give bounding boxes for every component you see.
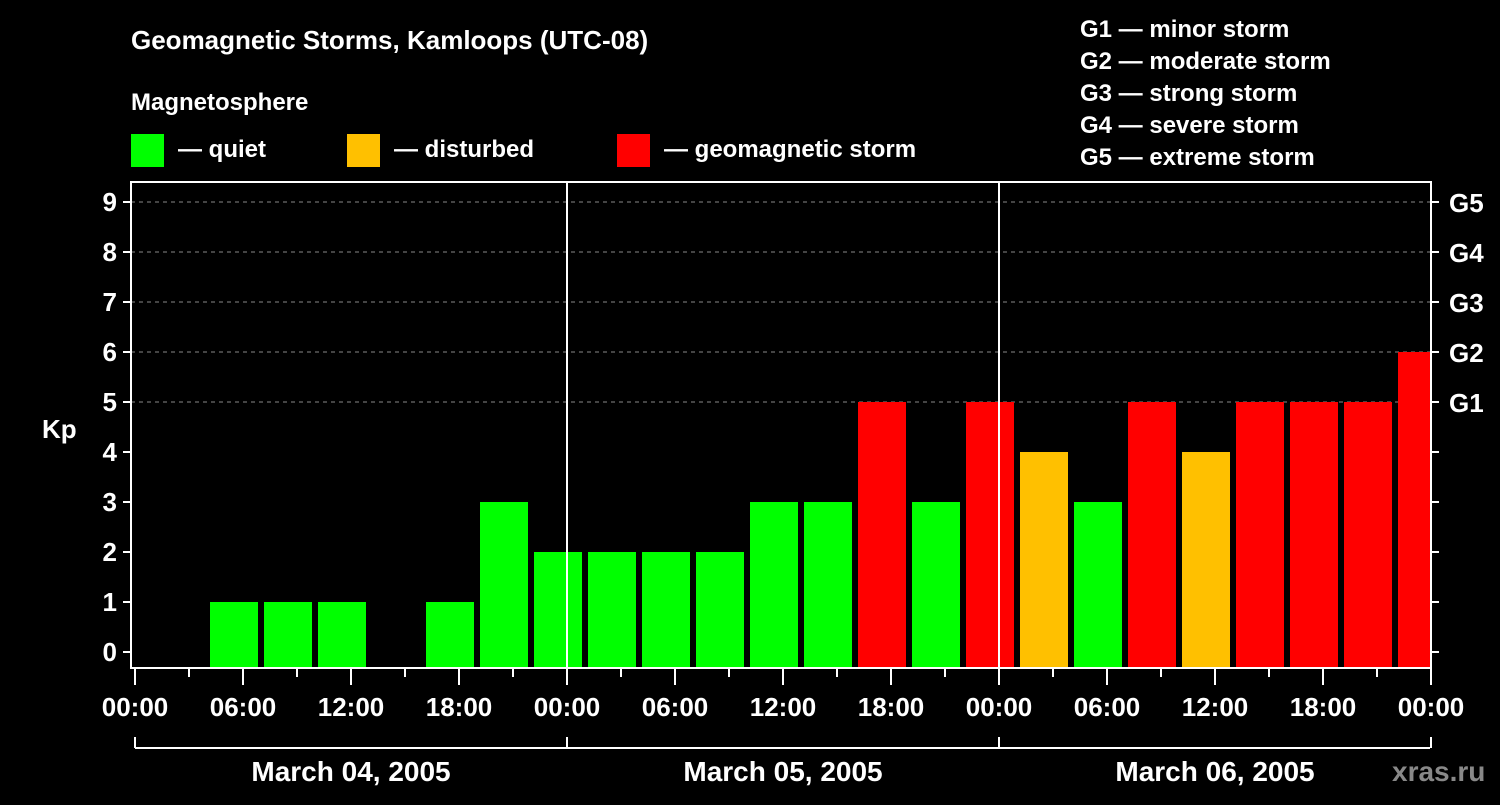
legend-label: — geomagnetic storm [664,136,916,163]
kp-bar [1344,402,1392,668]
kp-bar [1398,352,1431,668]
x-tick-label: 00:00 [102,692,169,722]
kp-bar [1290,402,1338,668]
x-tick-label: 00:00 [534,692,601,722]
kp-bar [1182,452,1230,668]
kp-bar [1074,502,1122,668]
g-scale-label: G1 [1449,388,1484,418]
y-tick-label: 9 [103,187,117,217]
kp-bar [534,552,582,668]
x-tick-label: 00:00 [1398,692,1465,722]
scale-legend-item: G1 — minor storm [1080,16,1289,43]
legend: — quiet — disturbed — geomagnetic storm [131,134,916,167]
kp-bar [642,552,690,668]
storm-scale-legend: G1 — minor storm G2 — moderate storm G3 — … [1080,16,1331,171]
x-tick-label: 06:00 [210,692,277,722]
g-scale-label: G4 [1449,238,1484,268]
scale-legend-item: G4 — severe storm [1080,112,1299,139]
y-tick-label: 0 [103,637,117,667]
y-tick-label: 2 [103,537,117,567]
x-tick-label: 18:00 [426,692,493,722]
kp-bar [912,502,960,668]
legend-title: Magnetosphere [131,89,308,116]
y-tick-label: 5 [103,387,117,417]
legend-swatch [617,134,650,167]
x-tick-label: 06:00 [642,692,709,722]
y-tick-label: 7 [103,287,117,317]
kp-bar [858,402,906,668]
g-scale-label: G2 [1449,338,1484,368]
kp-bar [750,502,798,668]
y-tick-label: 6 [103,337,117,367]
kp-bar [804,502,852,668]
scale-legend-item: G3 — strong storm [1080,80,1297,107]
kp-bar [318,602,366,668]
kp-bar [426,602,474,668]
scale-legend-item: G5 — extreme storm [1080,144,1315,171]
x-tick-label: 12:00 [750,692,817,722]
kp-bar [1020,452,1068,668]
legend-swatch [347,134,380,167]
x-tick-label: 12:00 [318,692,385,722]
y-axis-label: Kp [42,414,77,444]
kp-bar [1128,402,1176,668]
kp-bar [1236,402,1284,668]
x-tick-label: 18:00 [1290,692,1357,722]
legend-swatch [131,134,164,167]
y-tick-label: 3 [103,487,117,517]
day-label: March 05, 2005 [683,756,882,787]
day-label: March 04, 2005 [251,756,450,787]
legend-label: — quiet [178,136,266,163]
kp-bar [696,552,744,668]
kp-bar [264,602,312,668]
y-tick-label: 4 [103,437,118,467]
chart-title: Geomagnetic Storms, Kamloops (UTC-08) [131,25,648,55]
y-tick-label: 8 [103,237,117,267]
g-scale-label: G5 [1449,188,1484,218]
x-tick-label: 00:00 [966,692,1033,722]
scale-legend-item: G2 — moderate storm [1080,48,1331,75]
kp-bar [480,502,528,668]
plot-frame [130,181,1432,669]
x-tick-label: 18:00 [858,692,925,722]
g-scale-label: G3 [1449,288,1484,318]
kp-bar [210,602,258,668]
watermark: xras.ru [1392,756,1485,787]
plot-area: 0 1 2 3 4 5 6 7 8 9 G1 G2 G3 G4 G5 00:00 06:00 12:00 18:00… [102,181,1484,787]
x-tick-label: 06:00 [1074,692,1141,722]
day-label: March 06, 2005 [1115,756,1314,787]
y-tick-label: 1 [103,587,117,617]
kp-bar [966,402,1014,668]
kp-bar [588,552,636,668]
legend-label: — disturbed [394,136,534,163]
x-tick-label: 12:00 [1182,692,1249,722]
